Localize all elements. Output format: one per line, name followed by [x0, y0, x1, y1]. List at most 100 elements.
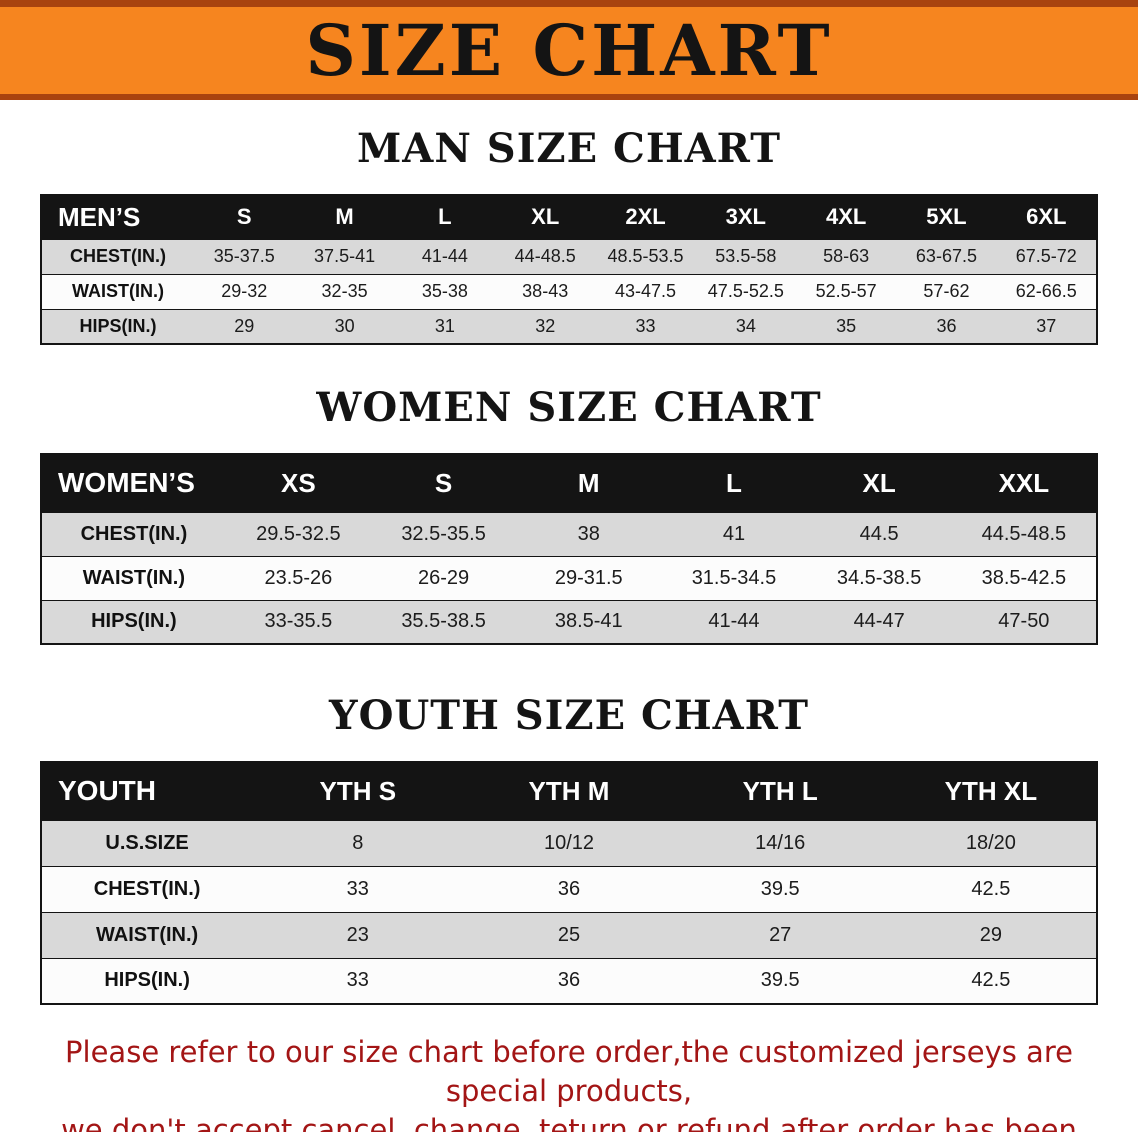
size-value-cell: 36 — [463, 865, 675, 912]
size-column-header: YTH L — [674, 762, 886, 820]
size-value-cell: 39.5 — [674, 865, 886, 912]
size-column-header: XS — [225, 454, 371, 512]
notice-line-1: Please refer to our size chart before or… — [65, 1035, 1073, 1108]
size-column-header: L — [394, 195, 496, 239]
size-value-cell: 35.5-38.5 — [370, 599, 517, 644]
row-label: HIPS(IN.) — [41, 308, 195, 344]
size-value-cell: 29-32 — [194, 273, 295, 309]
size-column-header: S — [194, 195, 295, 239]
size-value-cell: 42.5 — [885, 957, 1097, 1004]
size-value-cell: 23.5-26 — [225, 555, 371, 600]
row-label: WAIST(IN.) — [41, 273, 195, 309]
size-value-cell: 31 — [394, 308, 496, 344]
size-value-cell: 29 — [194, 308, 295, 344]
size-value-cell: 53.5-58 — [695, 238, 796, 274]
size-column-header: 3XL — [695, 195, 796, 239]
size-value-cell: 38-43 — [495, 273, 596, 309]
size-value-cell: 18/20 — [885, 819, 1097, 866]
table-row: WAIST(IN.) 23.5-26 26-29 29-31.5 31.5-34.5 34… — [41, 555, 1097, 600]
notice-line-2: we don't accept cancel, change, teturn o… — [61, 1113, 1077, 1132]
size-value-cell: 29 — [885, 911, 1097, 958]
youth-size-section: YOUTH SIZE CHART YOUTH YTH S YTH M YTH L YTH… — [0, 693, 1138, 1005]
row-label: WAIST(IN.) — [41, 555, 226, 600]
size-column-header: 5XL — [896, 195, 997, 239]
size-value-cell: 23 — [252, 911, 464, 958]
size-column-header: XL — [806, 454, 952, 512]
size-value-cell: 29.5-32.5 — [225, 511, 371, 556]
size-value-cell: 31.5-34.5 — [661, 555, 807, 600]
size-value-cell: 38.5-42.5 — [951, 555, 1097, 600]
size-value-cell: 44.5 — [806, 511, 952, 556]
size-value-cell: 52.5-57 — [795, 273, 897, 309]
footer-notice: Please refer to our size chart before or… — [0, 1033, 1138, 1132]
table-row: U.S.SIZE 8 10/12 14/16 18/20 — [41, 819, 1097, 866]
size-value-cell: 47-50 — [951, 599, 1097, 644]
men-size-table: MEN’S S M L XL 2XL 3XL 4XL 5XL 6XL CHEST(IN.) 35-37… — [40, 194, 1098, 345]
size-value-cell: 35 — [795, 308, 897, 344]
size-value-cell: 14/16 — [674, 819, 886, 866]
row-label: HIPS(IN.) — [41, 599, 226, 644]
size-value-cell: 10/12 — [463, 819, 675, 866]
size-column-header: 2XL — [595, 195, 696, 239]
table-row: WAIST(IN.) 23 25 27 29 — [41, 911, 1097, 958]
size-value-cell: 58-63 — [795, 238, 897, 274]
men-table-header-row: MEN’S S M L XL 2XL 3XL 4XL 5XL 6XL — [41, 195, 1097, 239]
table-row: CHEST(IN.) 35-37.5 37.5-41 41-44 44-48.5 48.5… — [41, 238, 1097, 274]
size-value-cell: 32.5-35.5 — [370, 511, 517, 556]
youth-size-table: YOUTH YTH S YTH M YTH L YTH XL U.S.SIZE 8 10/12… — [40, 761, 1098, 1005]
table-row: CHEST(IN.) 29.5-32.5 32.5-35.5 38 41 44.5 44.5… — [41, 511, 1097, 556]
size-value-cell: 33 — [252, 865, 464, 912]
size-value-cell: 25 — [463, 911, 675, 958]
size-column-header: 4XL — [795, 195, 897, 239]
size-column-header: L — [661, 454, 807, 512]
size-value-cell: 30 — [294, 308, 395, 344]
women-size-table: WOMEN’S XS S M L XL XXL CHEST(IN.) 29.5-32.5 32.5… — [40, 453, 1098, 645]
size-value-cell: 63-67.5 — [896, 238, 997, 274]
size-value-cell: 36 — [463, 957, 675, 1004]
size-value-cell: 41-44 — [394, 238, 496, 274]
women-table-container: WOMEN’S XS S M L XL XXL CHEST(IN.) 29.5-32.5 32.5… — [40, 453, 1098, 645]
size-value-cell: 33 — [595, 308, 696, 344]
table-row: WAIST(IN.) 29-32 32-35 35-38 38-43 43-47.5 47.… — [41, 273, 1097, 309]
youth-section-heading: YOUTH SIZE CHART — [329, 692, 809, 739]
youth-table-title-cell: YOUTH — [41, 762, 253, 820]
size-value-cell: 26-29 — [370, 555, 517, 600]
size-value-cell: 36 — [896, 308, 997, 344]
size-column-header: XXL — [951, 454, 1097, 512]
row-label: U.S.SIZE — [41, 819, 253, 866]
size-value-cell: 67.5-72 — [996, 238, 1097, 274]
youth-table-header-row: YOUTH YTH S YTH M YTH L YTH XL — [41, 762, 1097, 820]
banner: SIZE CHART — [0, 0, 1138, 100]
size-value-cell: 32 — [495, 308, 596, 344]
size-value-cell: 44-47 — [806, 599, 952, 644]
men-section-heading: MAN SIZE CHART — [357, 125, 781, 172]
size-column-header: S — [370, 454, 517, 512]
size-value-cell: 8 — [252, 819, 464, 866]
size-value-cell: 29-31.5 — [516, 555, 662, 600]
size-value-cell: 43-47.5 — [595, 273, 696, 309]
women-size-section: WOMEN SIZE CHART WOMEN’S XS S M L XL XXL CHEST(… — [0, 385, 1138, 645]
size-value-cell: 35-38 — [394, 273, 496, 309]
size-column-header: YTH M — [463, 762, 675, 820]
table-row: HIPS(IN.) 33-35.5 35.5-38.5 38.5-41 41-44 44-… — [41, 599, 1097, 644]
women-table-header-row: WOMEN’S XS S M L XL XXL — [41, 454, 1097, 512]
size-value-cell: 38.5-41 — [516, 599, 662, 644]
size-value-cell: 33-35.5 — [225, 599, 371, 644]
row-label: WAIST(IN.) — [41, 911, 253, 958]
row-label: CHEST(IN.) — [41, 238, 195, 274]
size-value-cell: 41 — [661, 511, 807, 556]
size-column-header: XL — [495, 195, 596, 239]
size-value-cell: 33 — [252, 957, 464, 1004]
men-size-section: MAN SIZE CHART MEN’S S M L XL 2XL 3XL 4XL 5XL 6XL… — [0, 126, 1138, 345]
size-value-cell: 44.5-48.5 — [951, 511, 1097, 556]
row-label: CHEST(IN.) — [41, 511, 226, 556]
size-value-cell: 57-62 — [896, 273, 997, 309]
size-value-cell: 32-35 — [294, 273, 395, 309]
size-value-cell: 39.5 — [674, 957, 886, 1004]
men-table-title-cell: MEN’S — [41, 195, 195, 239]
size-value-cell: 38 — [516, 511, 662, 556]
size-value-cell: 42.5 — [885, 865, 1097, 912]
size-value-cell: 37 — [996, 308, 1097, 344]
size-column-header: YTH S — [252, 762, 464, 820]
